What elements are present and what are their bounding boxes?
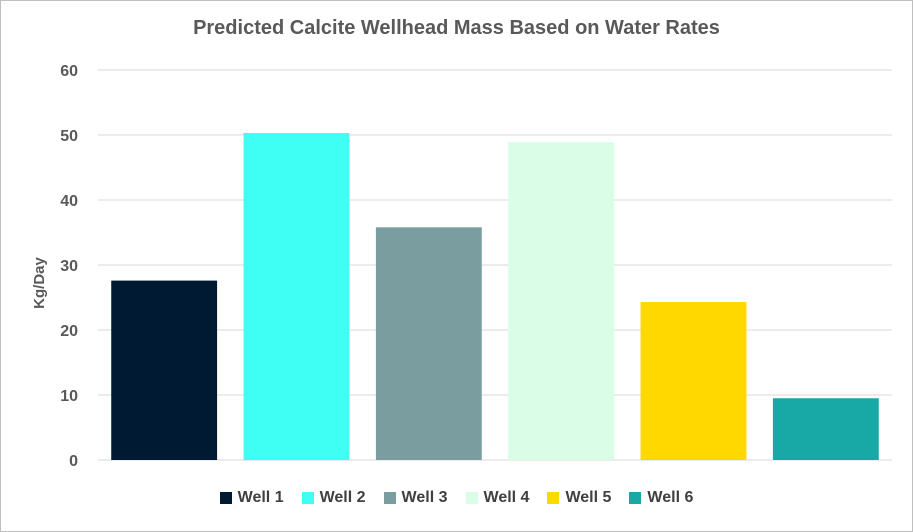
legend-label: Well 5	[565, 489, 612, 506]
bar-well-4	[508, 142, 615, 460]
bar-well-1	[111, 280, 218, 460]
chart-title: Predicted Calcite Wellhead Mass Based on…	[193, 17, 720, 39]
legend-label: Well 6	[647, 489, 694, 506]
y-tick-label: 10	[60, 388, 78, 405]
bars	[111, 133, 879, 461]
legend-item: Well 5	[547, 489, 611, 507]
bar-well-6	[772, 398, 879, 460]
legend-swatch	[219, 492, 232, 504]
bar-well-5	[640, 302, 747, 460]
legend-item: Well 3	[383, 489, 448, 507]
y-axis-label: Kg/Day	[31, 257, 48, 309]
bar-well-2	[243, 133, 350, 461]
legend-item: Well 1	[219, 489, 284, 507]
y-axis-ticks: 0 10 20 30 40 50 60	[60, 63, 78, 470]
y-tick-label: 60	[60, 63, 78, 80]
legend-swatch	[629, 492, 642, 504]
gridlines	[98, 69, 892, 461]
legend-label: Well 3	[401, 489, 448, 506]
y-tick-label: 20	[60, 323, 78, 340]
y-tick-label: 0	[69, 453, 78, 470]
legend-item: Well 2	[301, 489, 366, 507]
legend-item: Well 6	[629, 489, 693, 507]
legend-swatch	[547, 492, 560, 504]
y-tick-label: 30	[60, 258, 78, 275]
legend-label: Well 4	[483, 489, 530, 506]
legend-swatch	[301, 492, 314, 504]
y-tick-label: 50	[60, 128, 78, 145]
legend-item: Well 4	[465, 489, 530, 507]
legend: Well 1 Well 2 Well 3 Well 4 Well 5 Well 6	[0, 489, 913, 507]
y-tick-label: 40	[60, 193, 78, 210]
legend-swatch	[383, 492, 396, 504]
bar-well-3	[375, 227, 482, 460]
legend-label: Well 1	[237, 489, 284, 506]
legend-label: Well 2	[319, 489, 366, 506]
legend-swatch	[465, 492, 478, 504]
